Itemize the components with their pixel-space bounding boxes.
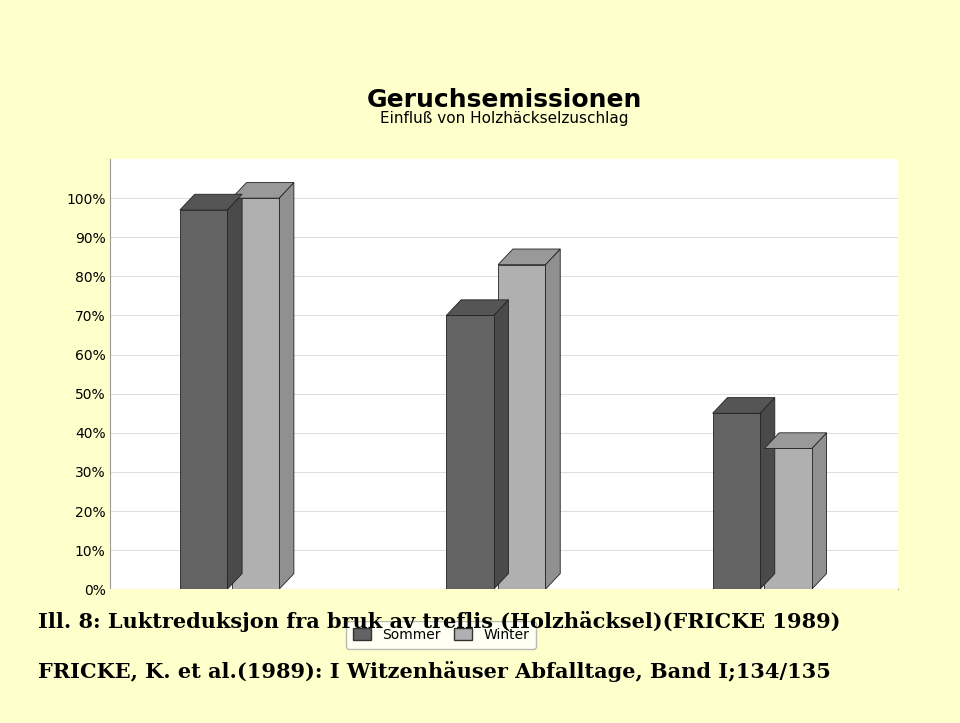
Text: Geruchsemissionen: Geruchsemissionen bbox=[367, 87, 641, 112]
Polygon shape bbox=[498, 249, 561, 265]
Polygon shape bbox=[712, 398, 775, 414]
Polygon shape bbox=[760, 398, 775, 589]
Polygon shape bbox=[493, 300, 509, 589]
Polygon shape bbox=[764, 448, 812, 589]
Polygon shape bbox=[812, 433, 827, 589]
Polygon shape bbox=[180, 194, 242, 210]
Polygon shape bbox=[446, 300, 509, 315]
Polygon shape bbox=[764, 433, 827, 448]
Polygon shape bbox=[498, 265, 545, 589]
Polygon shape bbox=[180, 210, 228, 589]
Polygon shape bbox=[231, 198, 279, 589]
Polygon shape bbox=[231, 182, 294, 198]
Text: Ill. 8: Luktreduksjon fra bruk av treflis (Holzhäcksel)(FRICKE 1989): Ill. 8: Luktreduksjon fra bruk av trefli… bbox=[38, 611, 841, 632]
Polygon shape bbox=[446, 315, 493, 589]
Legend: Sommer, Winter: Sommer, Winter bbox=[346, 621, 537, 649]
Bar bbox=[110, 589, 898, 620]
Polygon shape bbox=[712, 414, 760, 589]
Text: FRICKE, K. et al.(1989): I Witzenhäuser Abfalltage, Band I;134/135: FRICKE, K. et al.(1989): I Witzenhäuser … bbox=[38, 662, 831, 683]
Polygon shape bbox=[228, 194, 242, 589]
Text: Einfluß von Holzhäckselzuschlag: Einfluß von Holzhäckselzuschlag bbox=[380, 111, 628, 126]
Polygon shape bbox=[81, 589, 960, 620]
Polygon shape bbox=[279, 182, 294, 589]
Polygon shape bbox=[545, 249, 561, 589]
